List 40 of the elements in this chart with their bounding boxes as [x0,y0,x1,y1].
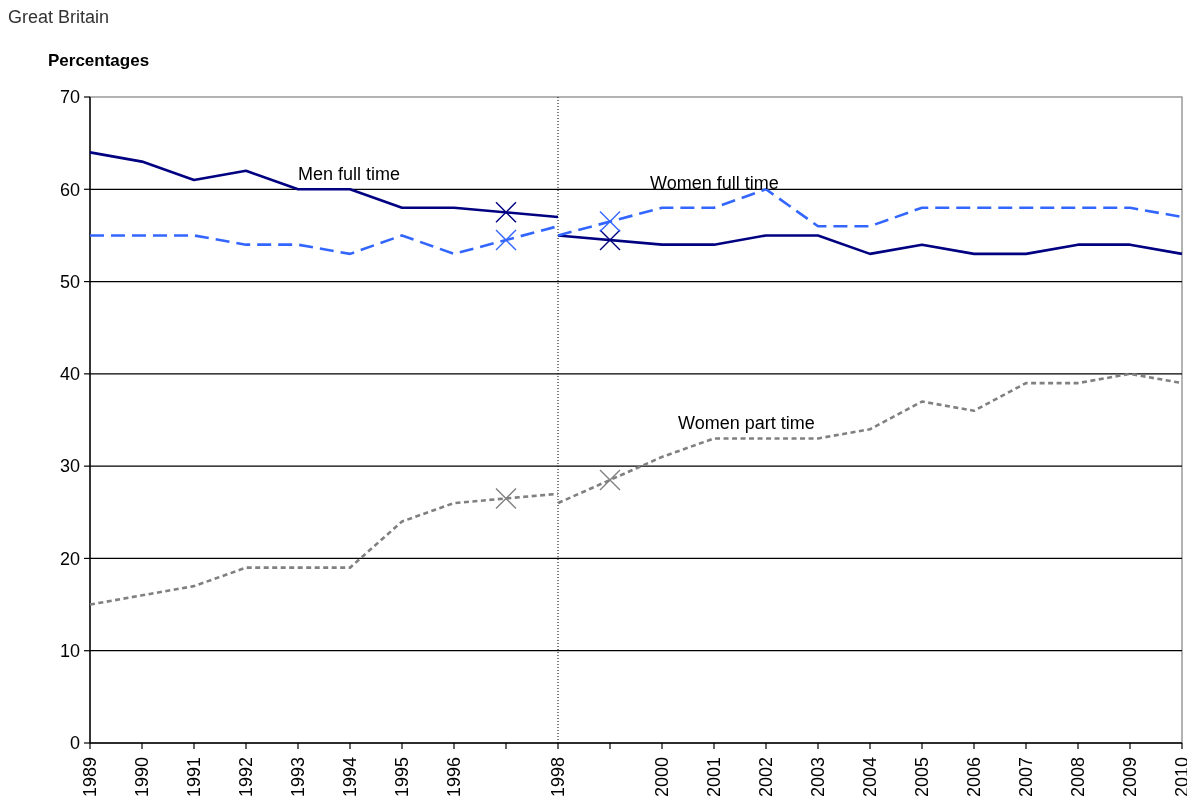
point [495,229,517,251]
point [495,201,517,224]
x-tick-label: 2001 [704,757,725,798]
point [599,210,621,233]
series-label: Women full time [650,172,779,193]
x-tick-label: 1993 [288,757,309,798]
x-tick-label: 1994 [340,757,361,798]
x-tick-label: 2002 [756,757,777,798]
point [495,487,517,510]
x-tick-label: 2000 [652,757,673,798]
line-series [88,492,560,606]
x-tick-label: 2003 [808,757,829,798]
point [599,469,621,491]
x-tick-label: 2005 [912,757,933,798]
x-tick-label: 1989 [80,757,101,798]
x-tick-label: 2009 [1120,757,1141,798]
x-tick-label: 1991 [184,757,205,798]
series-label: Men full time [298,164,401,185]
y-tick-label: 50 [59,271,80,292]
line-series [88,151,560,219]
series-label: Women part time [678,412,815,433]
y-tick-label: 60 [59,179,80,200]
x-tick-label: 1995 [392,757,413,798]
x-tick-label: 1998 [548,757,569,798]
y-tick-label: 30 [59,456,80,477]
y-tick-label: 20 [59,548,80,569]
x-tick-label: 2004 [860,757,881,798]
x-tick-label: 1990 [132,757,153,798]
x-tick-label: 2008 [1068,757,1089,798]
x-tick-label: 2007 [1016,757,1037,798]
y-tick-label: 40 [59,364,80,385]
x-tick-label: 2006 [964,757,985,798]
y-tick-label: 0 [69,733,80,754]
chart-title: Great Britain [8,7,110,27]
point [599,229,621,251]
y-tick-label: 10 [59,641,80,662]
x-tick-label: 1996 [444,757,465,798]
y-tick-label: 70 [59,87,80,108]
y-axis-title: Percentages [48,51,150,70]
x-tick-label: 1992 [236,757,257,798]
